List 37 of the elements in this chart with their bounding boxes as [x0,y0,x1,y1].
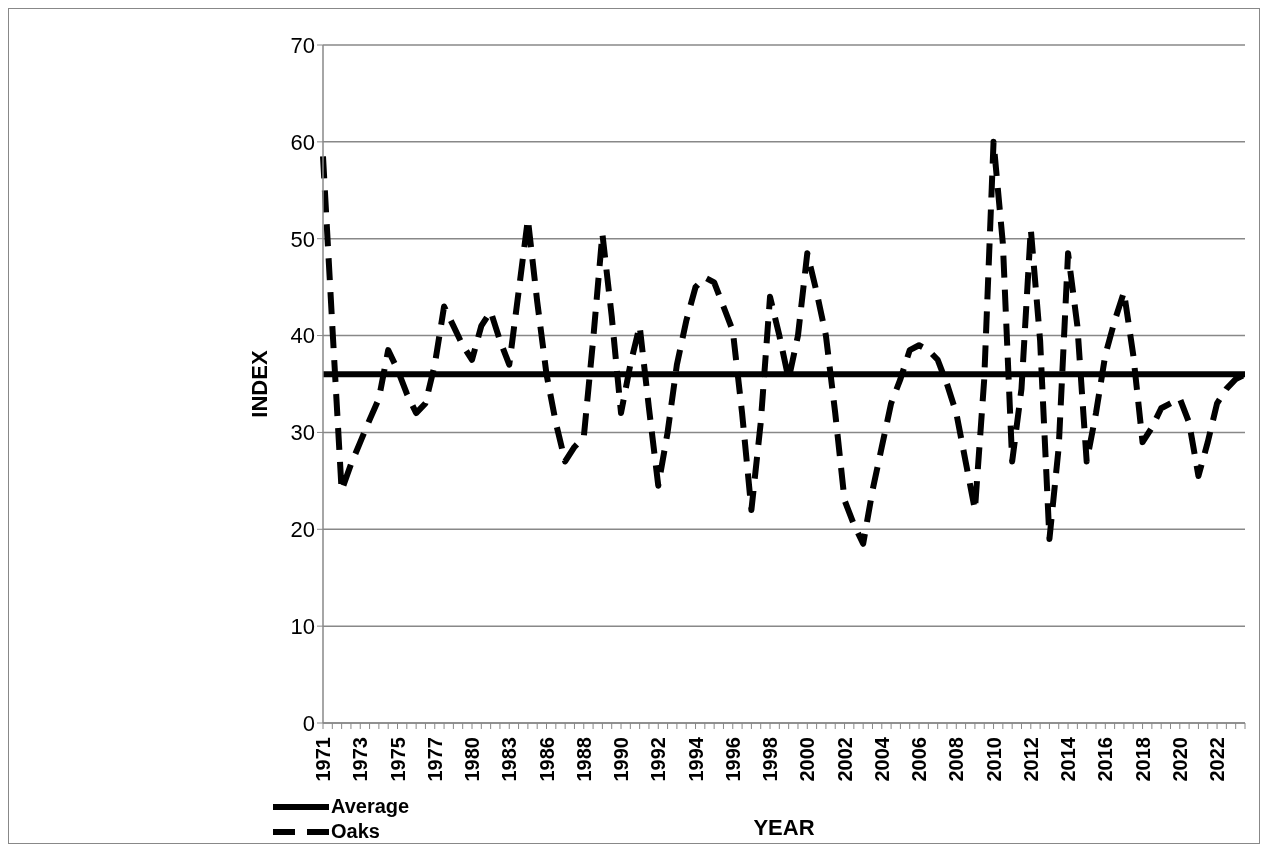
x-tick-label: 1998 [759,737,782,782]
x-tick-label: 1992 [647,737,670,782]
y-tick-label: 30 [290,420,315,446]
x-tick-label: 2014 [1057,736,1080,782]
x-tick-label: 1971 [312,737,334,782]
x-tick-label: 2010 [982,737,1005,782]
x-axis-title: YEAR [753,815,815,840]
x-tick-label: 2016 [1094,737,1117,782]
x-tick-label: 2000 [796,737,819,782]
y-tick-label: 50 [290,226,315,252]
legend-label: Average [331,795,410,818]
y-tick-label: 60 [290,129,315,155]
y-axis-title: INDEX [246,350,272,418]
x-tick-label: 2022 [1206,737,1229,782]
x-tick-label: 2004 [870,736,893,782]
x-tick-label: 1994 [684,736,707,782]
x-tick-label: 1975 [386,737,409,782]
y-tick-label: 40 [290,323,315,349]
y-tick-label: 70 [290,32,315,58]
x-tick-label: 1988 [572,737,595,782]
x-tick-label: 2018 [1131,737,1154,782]
x-tick-label: 2008 [945,737,968,782]
x-tick-label: 2012 [1019,737,1042,782]
legend-label: Oaks [331,820,380,843]
x-tick-label: 1973 [349,737,372,782]
x-tick-label: 2002 [833,737,856,782]
x-tick-label: 2020 [1168,737,1191,782]
x-tick-label: 1996 [721,737,744,782]
x-tick-label: 1990 [610,737,633,782]
y-tick-label: 20 [290,517,315,543]
y-tick-label: 0 [302,710,315,736]
x-tick-label: 1986 [535,737,558,782]
x-tick-label: 1977 [423,737,446,782]
y-tick-label: 10 [290,613,315,639]
x-tick-label: 2006 [908,737,931,782]
x-tick-label: 1980 [461,737,484,782]
x-tick-label: 1983 [498,737,521,782]
